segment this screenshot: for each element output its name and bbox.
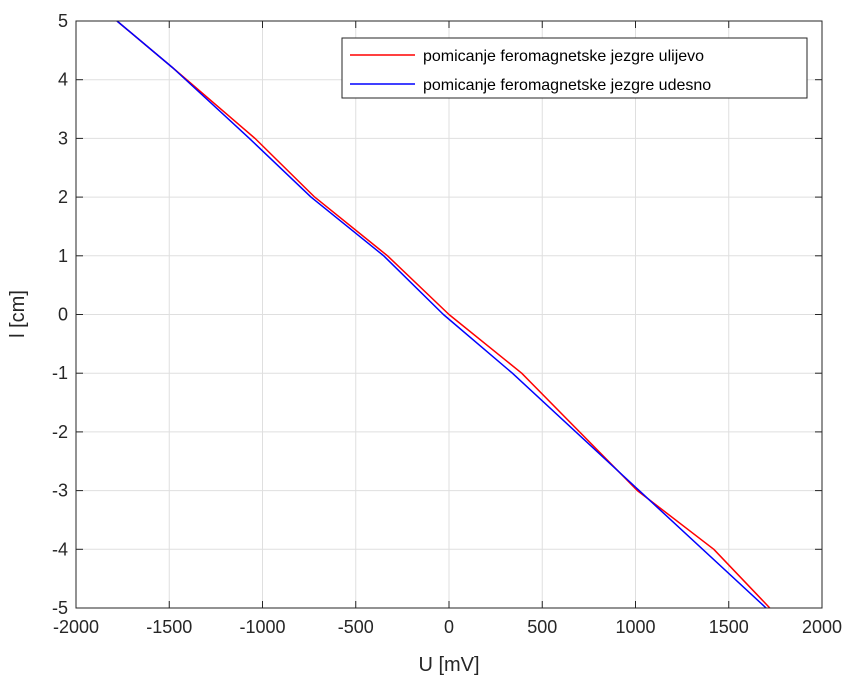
y-tick-label: -5: [52, 598, 68, 618]
y-tick-label: 1: [58, 246, 68, 266]
x-tick-label: 0: [444, 617, 454, 637]
x-tick-label: -1500: [146, 617, 192, 637]
x-tick-label: -1000: [239, 617, 285, 637]
series-line-udesno: [116, 20, 767, 609]
legend-entry-ulijevo: pomicanje feromagnetske jezgre ulijevo: [423, 48, 704, 65]
legend-box: [341, 37, 808, 99]
series-line-ulijevo: [116, 20, 771, 609]
x-axis-label: U [mV]: [418, 654, 479, 676]
y-tick-label: 3: [58, 128, 68, 148]
y-tick-label: -4: [52, 539, 68, 559]
x-tick-label: 1500: [709, 617, 749, 637]
y-tick-label: -3: [52, 481, 68, 501]
y-tick-label: 2: [58, 187, 68, 207]
x-tick-label: 1000: [615, 617, 655, 637]
y-tick-label: -1: [52, 363, 68, 383]
y-tick-label: 0: [58, 305, 68, 325]
x-tick-label: -2000: [53, 617, 99, 637]
y-tick-label: -2: [52, 422, 68, 442]
y-tick-label: 5: [58, 11, 68, 31]
y-axis-label: l [cm]: [7, 290, 29, 338]
x-tick-label: 500: [527, 617, 557, 637]
y-tick-label: 4: [58, 70, 68, 90]
axis-ticks: -2000 -1500 -1000 -500 0 500 1000 1500 2000 -5 -4 -…: [52, 11, 842, 637]
legend-entry-udesno: pomicanje feromagnetske jezgre udesno: [423, 77, 711, 94]
x-tick-label: -500: [338, 617, 374, 637]
series-lines: [116, 20, 771, 609]
x-tick-label: 2000: [802, 617, 842, 637]
legend: pomicanje feromagnetske jezgre ulijevo p…: [341, 37, 808, 99]
